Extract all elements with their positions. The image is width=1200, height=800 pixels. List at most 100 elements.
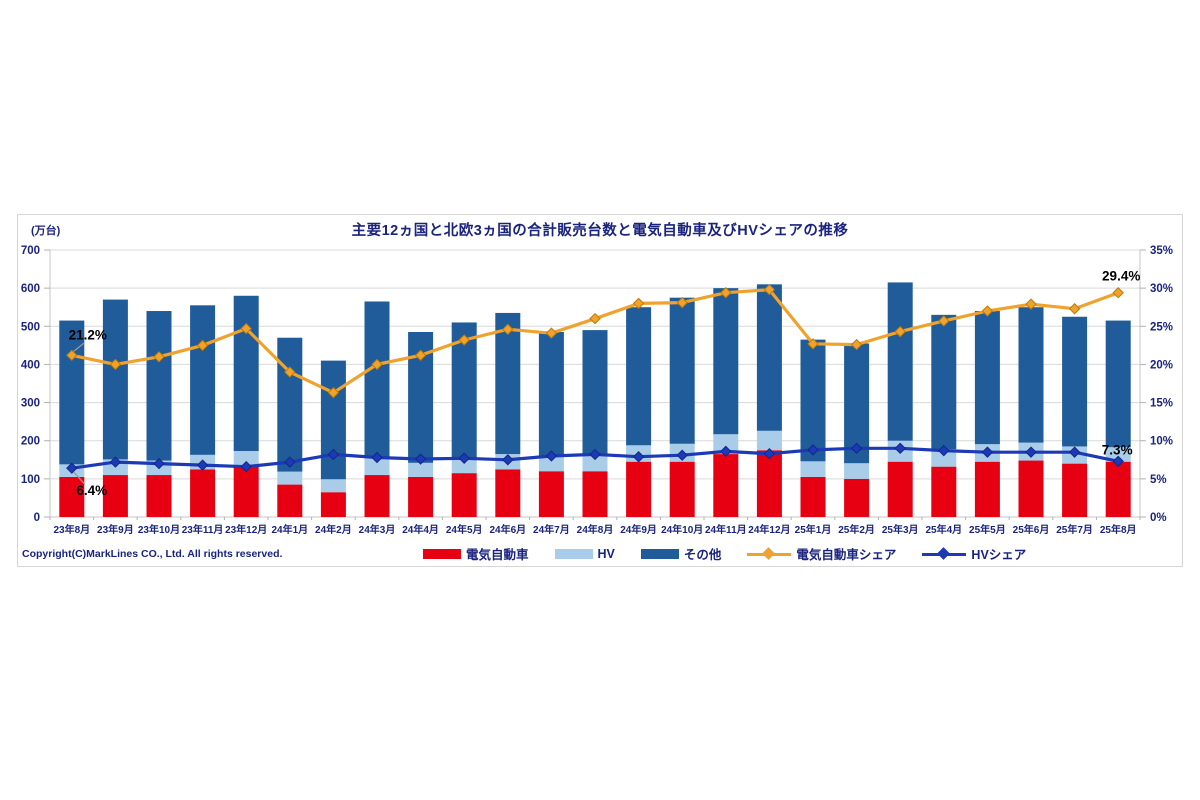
bar-segment-ev — [931, 466, 957, 517]
y-axis-tick-label: 600 — [21, 283, 40, 295]
ev-share-marker — [938, 315, 950, 327]
y-axis-tick-label: 400 — [21, 359, 40, 371]
secondary-y-axis-tick-label: 20% — [1150, 359, 1173, 371]
ev-share-marker — [153, 351, 165, 363]
bar-segment-other — [146, 311, 172, 461]
x-axis-label: 25年5月 — [969, 523, 1006, 536]
x-axis-label: 25年1月 — [795, 523, 832, 536]
secondary-y-axis-tick-label: 25% — [1150, 321, 1173, 333]
hv-legend-swatch — [554, 548, 593, 559]
annotation-leader-line — [73, 342, 85, 352]
hv-share-marker — [938, 444, 950, 457]
bar-segment-ev — [408, 476, 434, 517]
bar-segment-hv — [713, 434, 739, 455]
hv-share-marker — [850, 442, 863, 455]
ev-share-marker — [502, 323, 514, 336]
bar-segment-ev — [102, 475, 128, 517]
annotation-label: 29.4% — [1102, 269, 1140, 284]
x-axis-label: 24年4月 — [402, 523, 439, 536]
bar-segment-ev — [844, 478, 870, 517]
chart-container: (万台) 主要12ヵ国と北欧3ヵ国の合計販売台数と電気自動車及びHVシェアの推移… — [17, 214, 1183, 567]
bar-segment-hv — [1105, 447, 1131, 462]
legend-label: HVシェア — [971, 548, 1027, 562]
x-axis-label: 24年6月 — [489, 523, 526, 536]
ev-share-marker — [327, 386, 340, 399]
hv-share-marker — [894, 442, 906, 455]
bar-segment-hv — [233, 451, 259, 466]
other-legend-swatch — [640, 548, 679, 559]
ev-share-marker — [632, 297, 645, 310]
bar-segment-hv — [277, 471, 303, 485]
hv-share-marker — [458, 452, 470, 464]
hv-share-marker — [153, 457, 165, 470]
secondary-y-axis-tick-label: 15% — [1150, 398, 1173, 410]
chart-legend: 電気自動車 HV その他 電気自動車シェア HVシェア — [423, 544, 1026, 563]
bar-segment-ev — [887, 461, 913, 517]
bar-segment-ev — [713, 454, 739, 517]
bar-segment-ev — [495, 469, 521, 517]
copyright-text: Copyright(C)MarkLines CO., Ltd. All righ… — [22, 548, 283, 560]
bar-segment-ev — [190, 469, 216, 517]
y-axis-tick-label: 0 — [34, 512, 40, 524]
bar-segment-ev — [669, 461, 695, 517]
y-axis-tick-label: 700 — [21, 245, 40, 257]
legend-item-ev-share: 電気自動車シェア — [747, 544, 896, 563]
x-axis-label: 24年8月 — [577, 523, 614, 536]
bar-segment-ev — [277, 484, 303, 517]
y-axis-tick-label: 500 — [21, 321, 40, 333]
bar-segment-ev — [320, 492, 346, 517]
x-axis-label: 24年3月 — [359, 523, 396, 536]
bar-segment-hv — [582, 455, 608, 472]
bar-segment-ev — [1018, 460, 1044, 517]
bar-segment-ev — [1062, 463, 1088, 517]
hv-share-marker — [327, 448, 340, 461]
bar-segment-ev — [800, 476, 826, 517]
bar-segment-other — [495, 312, 521, 455]
legend-item-other: その他 — [640, 544, 722, 563]
ev-share-marker — [981, 305, 994, 317]
legend-label: 電気自動車シェア — [796, 548, 897, 562]
hv-share-marker — [1068, 446, 1081, 458]
ev-share-marker — [850, 338, 863, 351]
bar-segment-ev — [974, 461, 1000, 517]
y-axis-tick-label: 100 — [21, 474, 40, 486]
x-axis-label: 24年9月 — [620, 523, 657, 536]
ev-legend-swatch — [423, 548, 461, 559]
ev-share-marker — [196, 339, 209, 352]
bar-segment-other — [974, 311, 1000, 445]
ev-share-marker — [545, 327, 558, 339]
hv-share-marker — [589, 448, 601, 461]
bar-segment-hv — [364, 458, 390, 476]
legend-label: その他 — [683, 548, 722, 562]
ev-share-marker — [894, 325, 906, 338]
hv-share-marker — [371, 451, 383, 464]
annotation-label: 6.4% — [76, 483, 107, 498]
bar-segment-other — [713, 288, 739, 435]
hv-share-marker — [1025, 446, 1037, 458]
x-axis-label: 24年12月 — [748, 523, 790, 536]
secondary-y-axis-tick-label: 5% — [1150, 474, 1167, 486]
ev-share-marker — [763, 283, 776, 296]
bar-segment-other — [233, 295, 259, 452]
x-axis-label: 24年7月 — [533, 523, 570, 536]
hv-share-marker — [981, 446, 994, 458]
hv-share-marker — [109, 456, 122, 468]
x-axis-label: 23年10月 — [138, 523, 180, 536]
ev-share-marker — [240, 322, 252, 335]
ev-share-marker — [1025, 298, 1037, 310]
ev-share-marker — [371, 358, 383, 371]
bar-segment-other — [931, 314, 957, 450]
x-axis-label: 25年4月 — [925, 523, 962, 536]
hv-share-marker — [196, 459, 209, 471]
hv-share-marker — [545, 450, 558, 462]
hv-share-marker — [414, 453, 427, 465]
hv-share-marker — [1112, 455, 1124, 468]
hv-share-marker — [502, 454, 514, 466]
bar-segment-ev — [582, 471, 608, 517]
x-axis-label: 25年6月 — [1013, 523, 1050, 536]
hv-share-marker — [720, 445, 732, 458]
x-axis-label: 25年2月 — [838, 523, 875, 536]
ev-share-marker — [109, 358, 122, 371]
ev-share-marker — [66, 349, 78, 361]
legend-item-hv-share: HVシェア — [922, 544, 1026, 563]
